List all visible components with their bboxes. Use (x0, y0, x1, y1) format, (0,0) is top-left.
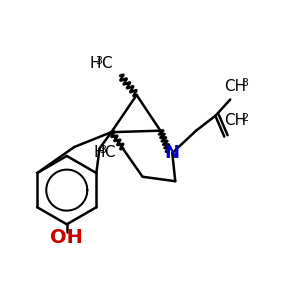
Text: 3: 3 (242, 79, 248, 88)
Text: N: N (165, 144, 180, 162)
Text: 3: 3 (100, 146, 106, 155)
Text: C: C (101, 56, 112, 71)
Text: CH: CH (224, 113, 246, 128)
Text: H: H (94, 146, 105, 160)
Text: OH: OH (50, 228, 83, 247)
Text: H: H (89, 56, 100, 71)
Text: C: C (104, 146, 115, 160)
Text: 3: 3 (96, 56, 103, 66)
Text: 2: 2 (242, 113, 249, 123)
Text: CH: CH (224, 79, 246, 94)
